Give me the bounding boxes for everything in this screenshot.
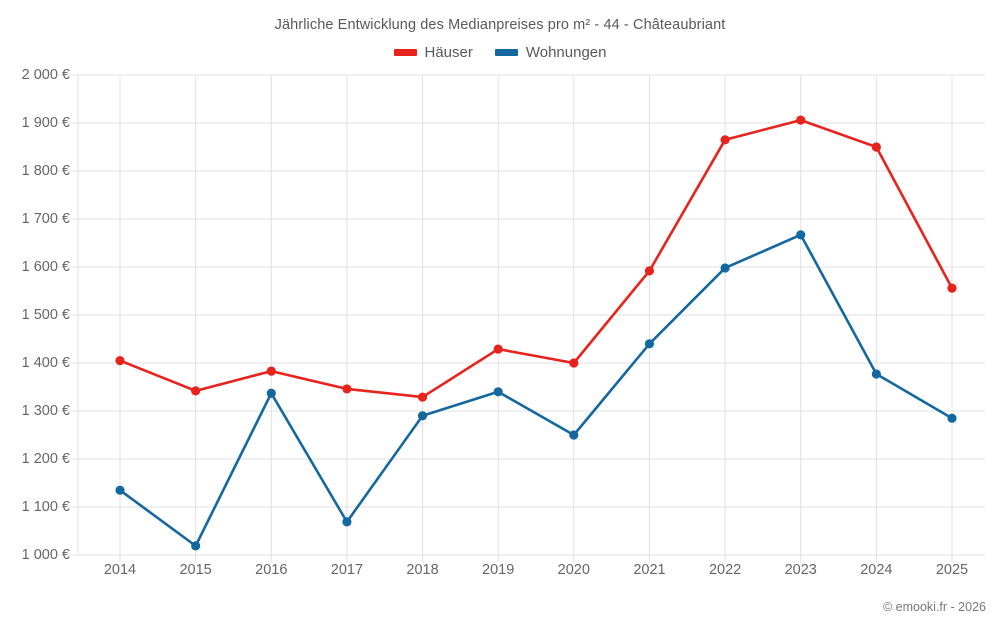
data-point-wohnungen-2018[interactable] — [417, 411, 428, 421]
data-point-häuser-2015[interactable] — [191, 386, 201, 396]
y-axis-tick-label: 1 700 € — [21, 211, 70, 227]
y-axis-tick-label: 1 900 € — [21, 115, 70, 131]
x-axis-tick-label: 2025 — [935, 562, 969, 578]
y-axis-tick-label: 2 000 € — [21, 67, 70, 83]
legend-item-hauser[interactable]: Häuser — [393, 44, 473, 61]
legend-label-wohnungen: Wohnungen — [525, 44, 607, 61]
data-point-häuser-2020[interactable] — [569, 358, 579, 368]
data-point-wohnungen-2019[interactable] — [493, 387, 503, 397]
x-axis-tick-label: 2024 — [860, 562, 893, 578]
x-axis-tick-label: 2015 — [179, 562, 212, 578]
y-axis-tick-label: 1 300 € — [21, 403, 70, 419]
x-axis-tick-label: 2019 — [482, 562, 515, 578]
data-point-häuser-2024[interactable] — [871, 142, 881, 152]
data-point-wohnungen-2014[interactable] — [115, 485, 125, 495]
series-line-häuser — [118, 118, 954, 399]
chart-legend: Häuser Wohnungen — [0, 44, 1000, 61]
x-axis-tick-label: 2018 — [406, 562, 439, 578]
x-axis-tick-label: 2017 — [330, 562, 364, 578]
y-axis-tick-label: 1 400 € — [21, 355, 70, 371]
data-point-wohnungen-2022[interactable] — [720, 263, 730, 273]
legend-label-hauser: Häuser — [424, 44, 473, 61]
x-axis-tick-label: 2023 — [784, 562, 817, 578]
y-axis-tick-label: 1 800 € — [21, 163, 70, 179]
data-point-häuser-2016[interactable] — [266, 366, 276, 376]
data-point-wohnungen-2016[interactable] — [266, 388, 276, 398]
data-point-wohnungen-2021[interactable] — [644, 339, 655, 349]
x-axis-tick-label: 2016 — [255, 562, 288, 578]
data-point-wohnungen-2025[interactable] — [947, 413, 957, 423]
legend-item-wohnungen[interactable]: Wohnungen — [494, 44, 607, 61]
data-point-häuser-2014[interactable] — [115, 356, 125, 366]
data-point-wohnungen-2017[interactable] — [342, 517, 352, 527]
data-point-häuser-2017[interactable] — [342, 384, 352, 394]
y-axis-tick-label: 1 200 € — [21, 451, 70, 467]
series-line-wohnungen — [118, 233, 954, 548]
data-point-wohnungen-2023[interactable] — [796, 230, 806, 240]
credit-footer: © emooki.fr - 2026 — [882, 600, 986, 614]
x-axis-tick-label: 2020 — [557, 562, 590, 578]
x-axis-tick-label: 2021 — [633, 562, 666, 578]
y-axis-tick-label: 1 100 € — [21, 499, 70, 515]
data-point-häuser-2021[interactable] — [644, 266, 655, 276]
y-axis-tick-label: 1 000 € — [21, 547, 70, 563]
data-point-wohnungen-2024[interactable] — [871, 369, 881, 379]
data-point-wohnungen-2015[interactable] — [191, 541, 201, 551]
data-point-wohnungen-2020[interactable] — [569, 430, 579, 440]
data-point-häuser-2022[interactable] — [720, 135, 730, 145]
data-point-häuser-2023[interactable] — [796, 115, 806, 125]
legend-swatch-wohnungen — [494, 49, 518, 56]
data-point-häuser-2018[interactable] — [417, 392, 428, 402]
y-axis-tick-label: 1 600 € — [21, 259, 70, 275]
data-point-häuser-2025[interactable] — [947, 283, 957, 293]
y-axis-labels: 2 000 € 1 900 € 1 800 € 1 700 € 1 600 € 1 500… — [0, 0, 70, 625]
x-axis-tick-label: 2022 — [708, 562, 742, 578]
legend-swatch-hauser — [393, 49, 417, 56]
chart-title: Jährliche Entwicklung des Medianpreises … — [274, 17, 726, 33]
x-axis-tick-label: 2014 — [103, 562, 137, 578]
y-axis-tick-label: 1 500 € — [21, 307, 70, 323]
data-point-häuser-2019[interactable] — [493, 344, 503, 354]
